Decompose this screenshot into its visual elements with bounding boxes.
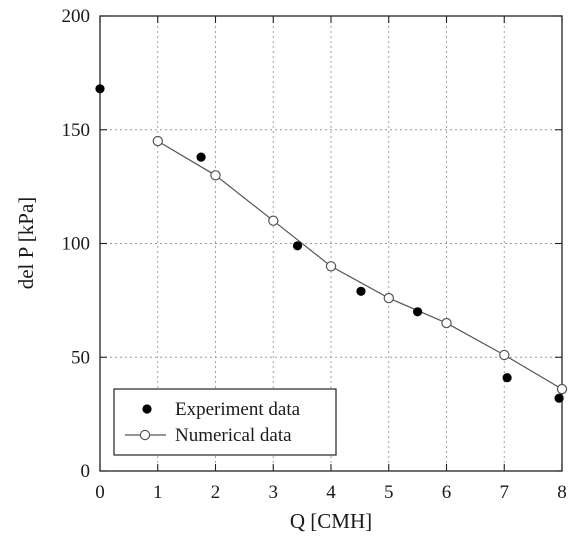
x-axis-title: Q [CMH] <box>290 509 372 533</box>
legend-box <box>113 388 337 456</box>
experiment-point <box>413 307 423 317</box>
x-tick-label: 8 <box>557 482 567 503</box>
legend-marker-numerical <box>139 429 151 441</box>
series-lines <box>157 140 563 390</box>
x-tick-label: 6 <box>442 482 452 503</box>
x-tick-label: 7 <box>500 482 510 503</box>
y-tick-label: 200 <box>62 6 91 27</box>
legend-label-experiment: Experiment data <box>175 399 301 420</box>
numerical-point <box>441 317 452 329</box>
numerical-point <box>556 383 568 395</box>
numerical-point <box>383 292 394 304</box>
y-tick-label: 100 <box>62 234 91 255</box>
experiment-point <box>95 84 105 94</box>
x-tick-label: 0 <box>95 482 105 503</box>
experiment-point <box>356 286 366 296</box>
numerical-point <box>268 215 279 226</box>
x-tick-label: 4 <box>326 482 336 503</box>
x-tick-label: 3 <box>269 482 279 503</box>
legend-label-numerical: Numerical data <box>175 425 292 446</box>
x-tick-label: 5 <box>384 482 394 503</box>
y-tick-label: 50 <box>71 347 90 368</box>
numerical-point <box>210 170 221 181</box>
x-tick-label: 2 <box>211 482 221 503</box>
numerical-point <box>499 349 510 361</box>
ticks <box>99 15 563 472</box>
experiment-point <box>554 393 564 403</box>
series-line-2 <box>157 140 563 390</box>
data-points <box>95 84 568 403</box>
y-axis-title: del P [kPa] <box>14 197 38 290</box>
experiment-point <box>196 152 206 162</box>
legend: Experiment data Numerical data <box>113 388 337 456</box>
numerical-point <box>325 261 337 272</box>
legend-marker-experiment <box>142 404 152 414</box>
tick-labels: 0 1 2 3 4 5 6 7 8 0 50 100 150 200 <box>62 6 567 503</box>
experiment-point <box>292 241 303 251</box>
x-tick-label: 1 <box>153 482 163 503</box>
numerical-point <box>152 135 163 147</box>
y-tick-label: 150 <box>62 120 91 141</box>
experiment-point <box>502 373 512 383</box>
y-tick-label: 0 <box>81 461 91 482</box>
grid <box>100 16 562 471</box>
